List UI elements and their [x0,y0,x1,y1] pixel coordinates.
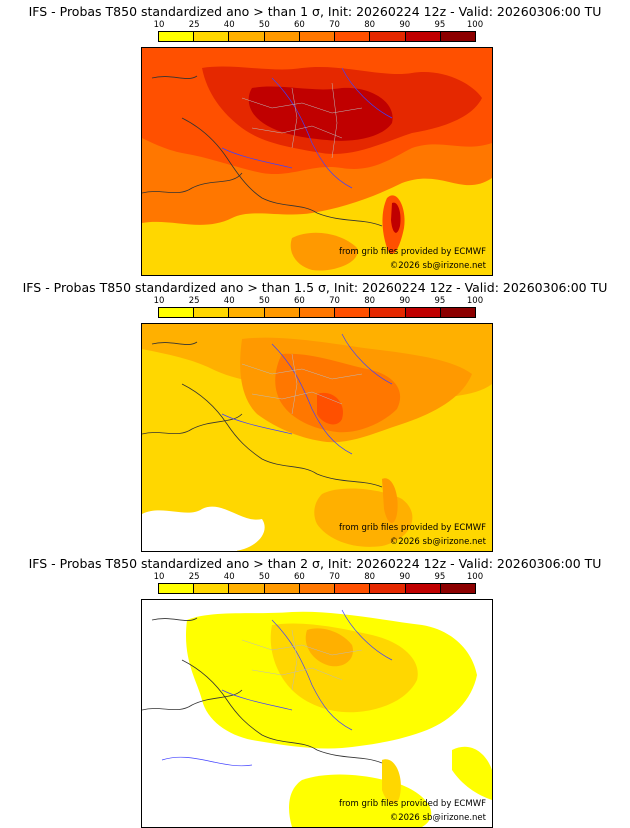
colorbar-swatch [229,308,265,317]
panel-title: IFS - Probas T850 standardized ano > tha… [28,556,602,571]
colorbar-swatch [299,584,336,593]
panel-title: IFS - Probas T850 standardized ano > tha… [28,4,602,19]
copyright-credit: ©2026 sb@irizone.net [389,813,486,823]
colorbar-tick-label: 10 [153,572,165,582]
colorbar-tick-label: 50 [258,296,270,306]
colorbar-tick-label: 70 [329,572,340,582]
colorbar-swatch [370,308,406,317]
data-source-credit: from grib files provided by ECMWF [339,247,486,257]
data-source-credit: from grib files provided by ECMWF [339,799,486,809]
colorbar-tick-label: 25 [188,20,200,30]
copyright-credit: ©2026 sb@irizone.net [389,537,486,547]
colorbar-swatch [159,308,195,317]
colorbar-swatch [159,32,195,41]
colorbar-tick-label: 80 [364,20,376,30]
colorbar-labels: 10 25 40 50 60 70 80 90 95 100 [154,572,484,582]
panel-title: IFS - Probas T850 standardized ano > tha… [22,280,608,295]
colorbar-swatch [159,584,195,593]
colorbar [158,31,476,42]
colorbar-swatch [194,308,230,317]
colorbar-swatch [229,584,265,593]
data-source-credit: from grib files provided by ECMWF [339,523,486,533]
colorbar-swatch [370,584,406,593]
colorbar-swatch [299,32,336,41]
colorbar-swatch [440,32,475,41]
colorbar-tick-label: 10 [153,296,165,306]
colorbar-tick-label: 90 [399,572,411,582]
map-panel-3: IFS - Probas T850 standardized ano > tha… [0,552,630,828]
colorbar-tick-label: 10 [153,20,165,30]
colorbar-tick-label: 90 [399,296,411,306]
colorbar-swatch [264,308,300,317]
colorbar-swatch [335,308,371,317]
colorbar-tick-label: 80 [364,572,376,582]
colorbar-tick-label: 60 [294,20,305,30]
colorbar-tick-label: 25 [188,296,200,306]
colorbar-tick-label: 25 [188,572,200,582]
colorbar-tick-label: 50 [258,572,270,582]
colorbar-tick-label: 40 [223,296,235,306]
colorbar-swatch [440,584,475,593]
colorbar-tick-label: 95 [434,296,446,306]
colorbar [158,307,476,318]
colorbar-tick-label: 100 [466,20,484,30]
map-panel-2: IFS - Probas T850 standardized ano > tha… [0,276,630,552]
colorbar-swatch [335,32,371,41]
probability-map: from grib files provided by ECMWF ©2026 … [141,47,493,276]
colorbar-tick-label: 90 [399,20,411,30]
colorbar-tick-label: 100 [466,296,484,306]
colorbar-tick-label: 70 [329,20,340,30]
colorbar-tick-label: 60 [294,572,305,582]
colorbar-swatch [335,584,371,593]
colorbar-tick-label: 70 [329,296,340,306]
colorbar-swatch [229,32,265,41]
colorbar-swatch [405,32,441,41]
copyright-credit: ©2026 sb@irizone.net [389,261,486,271]
probability-map: from grib files provided by ECMWF ©2026 … [141,599,493,828]
colorbar-swatch [440,308,475,317]
colorbar-tick-label: 95 [434,20,446,30]
colorbar-swatch [264,32,300,41]
colorbar-tick-label: 100 [466,572,484,582]
colorbar-tick-label: 40 [223,20,235,30]
colorbar-swatch [264,584,300,593]
colorbar-tick-label: 80 [364,296,376,306]
colorbar-tick-label: 60 [294,296,305,306]
colorbar-swatch [370,32,406,41]
probability-map: from grib files provided by ECMWF ©2026 … [141,323,493,552]
colorbar-tick-label: 95 [434,572,446,582]
colorbar-tick-label: 50 [258,20,270,30]
map-panel-1: IFS - Probas T850 standardized ano > tha… [0,0,630,276]
colorbar-labels: 10 25 40 50 60 70 80 90 95 100 [154,296,484,306]
colorbar-tick-label: 40 [223,572,235,582]
colorbar-swatch [194,584,230,593]
colorbar-swatch [194,32,230,41]
colorbar-swatch [405,584,441,593]
colorbar [158,583,476,594]
colorbar-swatch [299,308,336,317]
colorbar-swatch [405,308,441,317]
colorbar-labels: 10 25 40 50 60 70 80 90 95 100 [154,20,484,30]
